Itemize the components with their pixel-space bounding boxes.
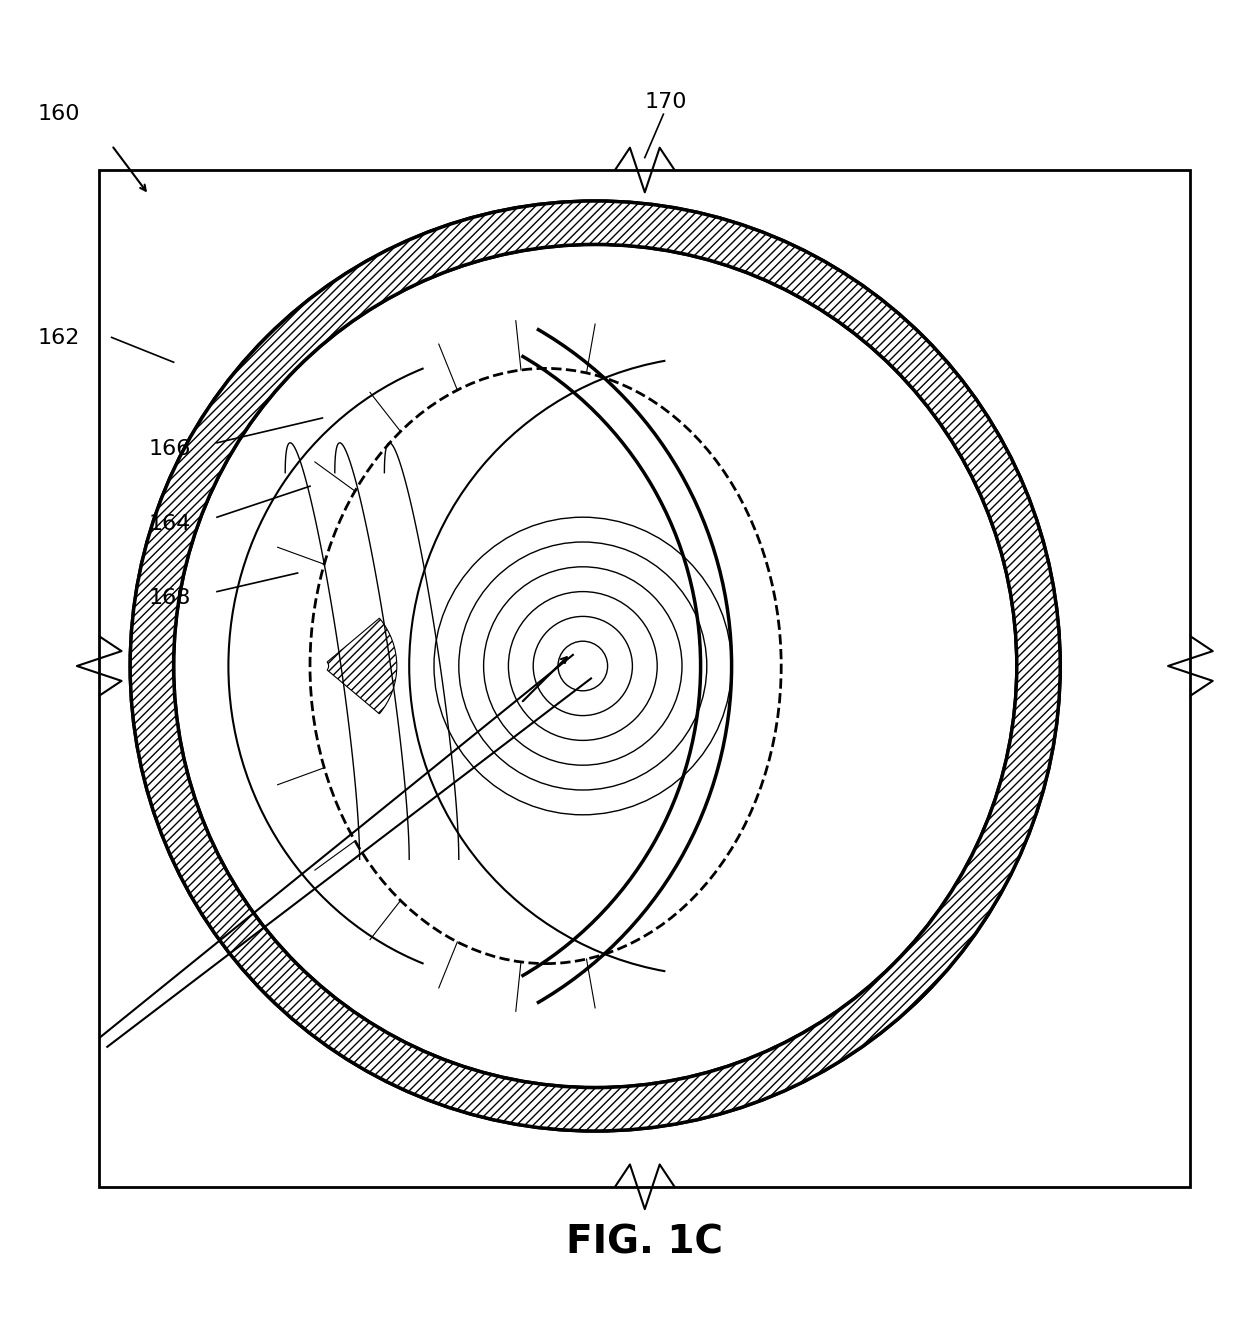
Wedge shape	[327, 618, 397, 714]
Text: 170: 170	[645, 92, 687, 112]
Text: 166: 166	[149, 440, 191, 460]
Text: 168: 168	[149, 587, 191, 607]
Text: 162: 162	[37, 328, 79, 348]
Text: 160: 160	[37, 104, 79, 124]
Text: FIG. 1C: FIG. 1C	[567, 1224, 723, 1261]
Text: 164: 164	[149, 514, 191, 534]
Bar	[99, 170, 1190, 1187]
